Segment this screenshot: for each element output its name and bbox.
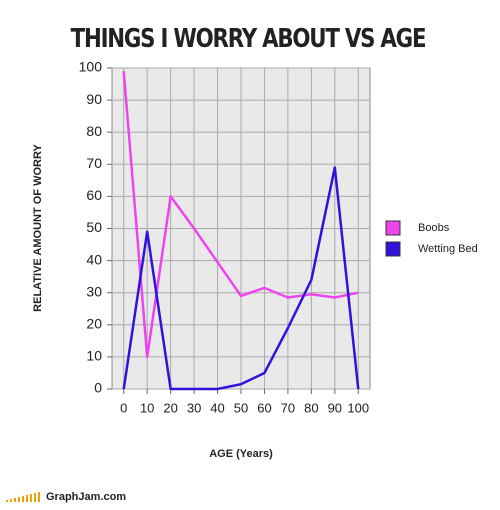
legend-label: Wetting Bed	[418, 243, 478, 255]
x-tick-label: 0	[120, 400, 127, 415]
x-tick-label: 50	[234, 400, 248, 415]
source: GraphJam.com	[46, 491, 126, 503]
y-tick-label: 80	[86, 123, 102, 139]
legend-label: Boobs	[418, 222, 450, 234]
x-tick-label: 70	[281, 400, 295, 415]
y-tick-label: 60	[86, 187, 102, 203]
x-axis-label: AGE (Years)	[209, 448, 273, 460]
x-tick-label: 100	[347, 400, 369, 415]
series-line	[122, 166, 360, 391]
legend-swatch	[385, 241, 401, 257]
y-tick-label: 30	[86, 283, 102, 299]
y-tick-label: 90	[86, 91, 102, 107]
series-line	[122, 71, 359, 359]
x-tick-label: 80	[304, 400, 318, 415]
x-tick-label: 60	[257, 400, 271, 415]
y-tick-label: 50	[86, 219, 102, 235]
x-tick-label: 10	[140, 400, 154, 415]
chart-title: THINGS I WORRY ABOUT VS AGE	[71, 23, 426, 54]
y-axis-label: RELATIVE AMOUNT OF WORRY	[32, 144, 44, 312]
y-tick-label: 70	[86, 155, 102, 171]
y-tick-label: 20	[86, 316, 102, 332]
x-tick-label: 40	[210, 400, 224, 415]
legend-swatch	[385, 220, 401, 236]
x-tick-label: 20	[163, 400, 177, 415]
logo-bars	[6, 492, 40, 502]
y-tick-label: 40	[86, 251, 102, 267]
y-tick-label: 100	[79, 59, 103, 75]
y-tick-label: 10	[86, 348, 102, 364]
x-tick-label: 90	[328, 400, 342, 415]
y-tick-label: 0	[94, 380, 102, 396]
x-tick-label: 30	[187, 400, 201, 415]
